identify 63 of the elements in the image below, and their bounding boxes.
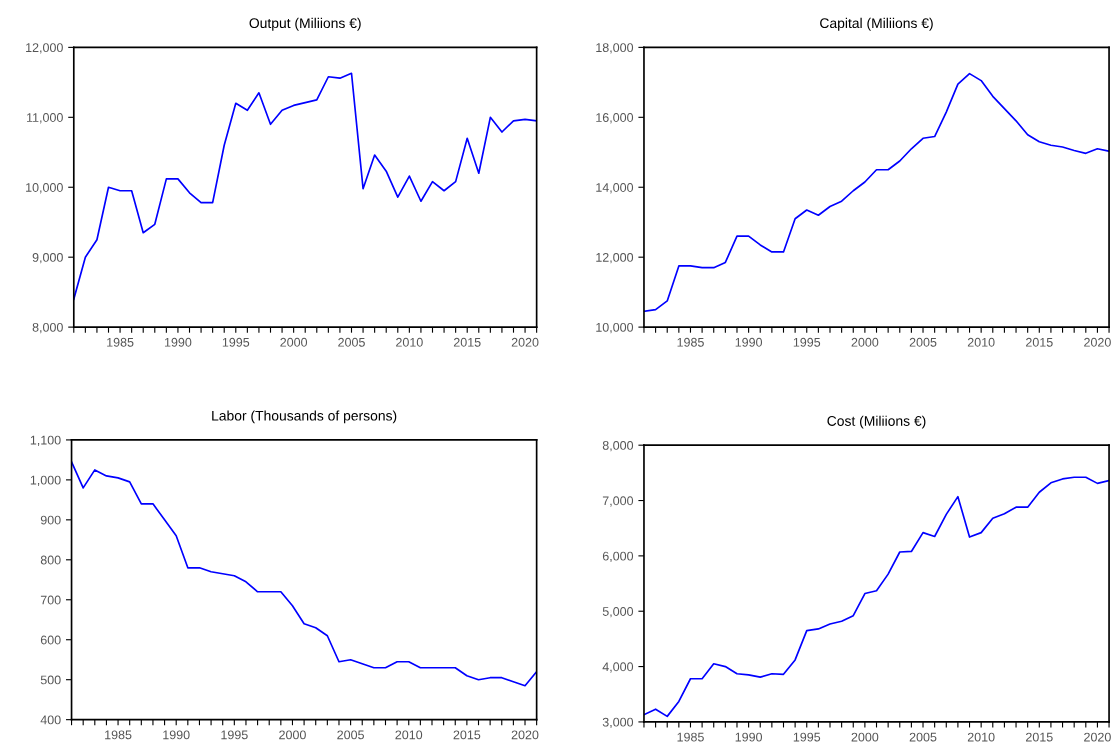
y-tick-label: 12,000 (596, 252, 634, 264)
y-tick-label: 1,100 (30, 435, 61, 447)
x-tick-label: 2015 (1026, 337, 1053, 347)
x-tick-label: 1990 (735, 732, 763, 742)
x-tick-label: 1995 (793, 337, 821, 347)
x-tick-label: 2000 (851, 337, 879, 347)
x-tick-label: 2015 (1026, 732, 1053, 742)
x-tick-label: 2010 (395, 730, 423, 740)
y-tick-label: 14,000 (596, 183, 634, 194)
y-tick-label: 6,000 (602, 551, 634, 563)
chart-title: Output (Miliions €) (249, 17, 361, 31)
x-tick-label: 2000 (279, 730, 306, 740)
y-tick-label: 5,000 (602, 607, 634, 618)
x-tick-label: 1995 (793, 732, 821, 742)
x-tick-label: 1995 (221, 730, 248, 740)
x-tick-label: 2005 (909, 337, 937, 347)
y-tick-label: 8,000 (32, 322, 63, 334)
x-tick-label: 1990 (164, 337, 192, 347)
x-tick-label: 1995 (222, 337, 250, 347)
x-tick-label: 1985 (107, 337, 134, 347)
chart-title: Cost (Miliions €) (827, 415, 926, 429)
y-tick-label: 8,000 (602, 440, 634, 452)
x-tick-label: 2020 (1084, 337, 1111, 347)
line-series (643, 72, 1110, 313)
y-tick-label: 16,000 (596, 113, 634, 124)
x-tick-label: 2020 (511, 730, 539, 740)
x-tick-label: 2015 (453, 730, 481, 740)
y-tick-label: 9,000 (32, 252, 63, 264)
x-tick-label: 2010 (967, 732, 995, 742)
y-tick-label: 7,000 (602, 496, 634, 507)
y-tick-label: 4,000 (602, 662, 634, 673)
x-tick-label: 2005 (337, 730, 364, 740)
line-series (643, 476, 1110, 718)
y-tick-label: 18,000 (596, 43, 634, 54)
y-tick-label: 10,000 (596, 322, 634, 334)
y-tick-label: 10,000 (26, 183, 63, 194)
x-tick-label: 1990 (163, 730, 190, 740)
chart-title: Capital (Miliions €) (820, 17, 933, 31)
x-tick-label: 2020 (1084, 732, 1111, 742)
x-tick-label: 2020 (511, 337, 539, 347)
y-tick-label: 500 (40, 675, 61, 685)
line-series (71, 461, 537, 687)
x-tick-label: 2015 (453, 337, 481, 347)
y-tick-label: 600 (40, 635, 61, 645)
x-tick-label: 1990 (735, 337, 763, 347)
x-tick-label: 1985 (677, 337, 704, 347)
y-tick-label: 700 (40, 595, 61, 605)
y-tick-label: 11,000 (27, 113, 63, 124)
y-tick-label: 3,000 (602, 717, 634, 729)
chart-title: Labor (Thousands of persons) (212, 410, 397, 424)
y-tick-label: 900 (40, 515, 61, 525)
x-tick-label: 2000 (851, 732, 879, 742)
y-tick-label: 12,000 (26, 43, 63, 54)
x-tick-label: 2010 (396, 337, 423, 347)
x-tick-label: 2005 (338, 337, 365, 347)
x-tick-label: 1985 (677, 732, 704, 742)
x-tick-label: 1985 (105, 730, 132, 740)
y-tick-label: 800 (40, 555, 61, 565)
y-tick-label: 1,000 (30, 475, 61, 487)
x-tick-label: 2000 (280, 337, 308, 347)
x-tick-label: 2005 (909, 732, 937, 742)
x-tick-label: 2010 (967, 337, 995, 347)
y-tick-label: 400 (40, 715, 61, 725)
